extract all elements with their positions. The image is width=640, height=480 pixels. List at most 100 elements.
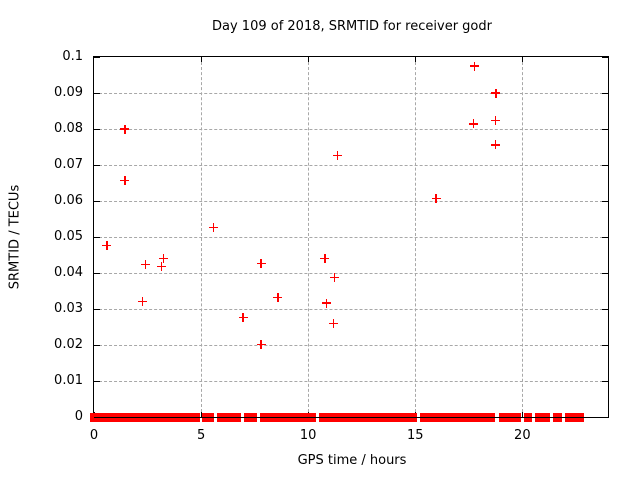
marker-vbar	[494, 116, 497, 126]
data-point-marker	[329, 318, 339, 328]
y-tick	[94, 56, 100, 58]
x-tick	[200, 412, 202, 417]
y-tick	[94, 236, 100, 238]
h-gridline	[94, 236, 608, 238]
y-tick-mirror	[602, 380, 608, 382]
x-axis-line	[94, 416, 608, 418]
y-tick	[94, 200, 100, 202]
y-tick	[94, 344, 100, 346]
y-tick-label: 0.07	[54, 157, 83, 172]
data-point-marker	[431, 193, 441, 203]
v-gridline	[414, 57, 416, 417]
y-tick-mirror	[602, 236, 608, 238]
data-point-marker	[120, 124, 130, 134]
h-gridline	[94, 200, 608, 202]
marker-vbar	[212, 222, 215, 232]
data-point-marker	[491, 116, 501, 126]
y-tick-mirror	[602, 200, 608, 202]
data-point-marker	[159, 254, 169, 264]
x-tick-label: 10	[299, 428, 317, 443]
marker-vbar	[106, 240, 108, 250]
data-point-marker	[256, 258, 266, 268]
y-tick	[94, 272, 100, 274]
y-tick-label: 0.04	[54, 265, 83, 280]
y-tick-mirror	[602, 308, 608, 310]
data-point-marker	[333, 151, 343, 161]
marker-vbar	[124, 124, 126, 134]
y-tick-label: 0	[74, 409, 83, 424]
y-tick-label: 0.06	[54, 193, 83, 208]
marker-vbar	[494, 140, 497, 150]
marker-vbar	[435, 193, 437, 203]
h-gridline	[94, 308, 608, 310]
marker-vbar	[242, 312, 244, 322]
data-point-marker	[238, 312, 248, 322]
marker-vbar	[332, 318, 335, 328]
marker-vbar	[472, 119, 475, 129]
v-gridline	[200, 57, 202, 417]
marker-vbar	[162, 254, 165, 264]
data-point-marker	[157, 262, 167, 272]
y-tick-label: 0.02	[54, 337, 83, 352]
h-gridline	[94, 164, 608, 166]
x-tick-label: 15	[406, 428, 424, 443]
y-tick-mirror	[602, 56, 608, 58]
data-point-marker	[102, 240, 112, 250]
x-tick-mirror	[200, 57, 202, 62]
h-gridline	[94, 272, 608, 274]
data-point-marker	[141, 259, 151, 269]
marker-vbar	[333, 272, 336, 282]
y-tick-label: 0.08	[54, 121, 83, 136]
plot-area	[90, 56, 609, 422]
marker-vbar	[336, 151, 339, 161]
y-tick-mirror	[602, 164, 608, 166]
data-point-marker	[273, 292, 283, 302]
marker-vbar	[473, 61, 476, 71]
x-tick-label: 0	[89, 428, 99, 443]
data-point-marker	[491, 88, 501, 98]
data-point-marker	[320, 254, 330, 264]
marker-vbar	[141, 296, 144, 306]
y-tick-label: 0.03	[54, 301, 83, 316]
x-tick-label: 5	[196, 428, 206, 443]
v-gridline	[521, 57, 523, 417]
x-tick	[521, 412, 523, 417]
marker-vbar	[495, 88, 497, 98]
marker-vbar	[277, 292, 279, 302]
y-tick-label: 0.01	[54, 373, 83, 388]
y-tick	[94, 164, 100, 166]
v-gridline	[307, 57, 309, 417]
data-point-marker	[256, 339, 266, 349]
marker-vbar	[325, 298, 328, 308]
marker-vbar	[124, 175, 126, 185]
data-point-marker	[491, 140, 501, 150]
h-gridline	[94, 92, 608, 94]
x-tick-label: 20	[514, 428, 531, 443]
chart-title: Day 109 of 2018, SRMTID for receiver god…	[212, 19, 492, 34]
data-point-marker	[330, 272, 340, 282]
marker-vbar	[144, 259, 147, 269]
y-tick-mirror	[602, 272, 608, 274]
y-tick-label: 0.09	[54, 85, 83, 100]
y-tick	[94, 92, 100, 94]
h-gridline	[94, 128, 608, 130]
marker-vbar	[160, 262, 163, 272]
data-point-marker	[138, 296, 148, 306]
data-point-marker	[208, 222, 218, 232]
h-gridline	[94, 344, 608, 346]
marker-vbar	[260, 258, 262, 268]
marker-vbar	[260, 339, 262, 349]
marker-vbar	[324, 254, 326, 264]
x-tick-mirror	[414, 57, 416, 62]
y-tick-mirror	[602, 128, 608, 130]
y-tick	[94, 128, 100, 130]
y-tick	[94, 380, 100, 382]
y-tick-mirror	[602, 344, 608, 346]
y-tick-label: 0.1	[62, 49, 83, 64]
y-tick	[94, 308, 100, 310]
data-point-marker	[322, 298, 332, 308]
x-axis-label: GPS time / hours	[297, 453, 407, 468]
y-tick-label: 0.05	[54, 229, 83, 244]
data-point-marker	[120, 175, 130, 185]
